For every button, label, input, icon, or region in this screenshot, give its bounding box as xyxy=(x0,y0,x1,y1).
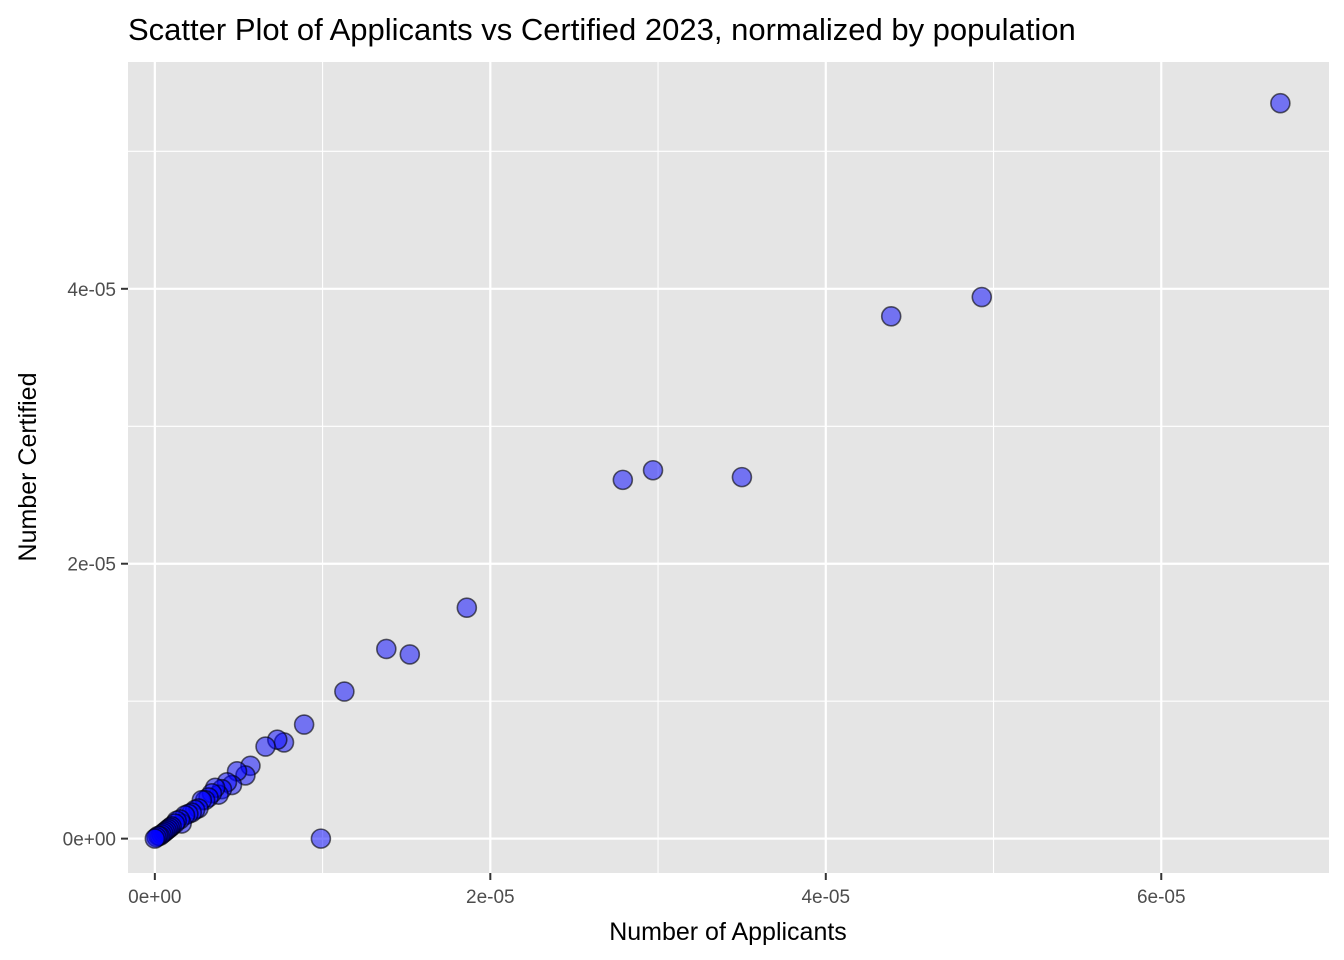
axis-ticks xyxy=(121,287,1163,880)
x-tick-label: 4e-05 xyxy=(801,887,850,908)
data-point xyxy=(731,466,753,488)
y-axis-label: Number Certified xyxy=(14,373,42,562)
data-point xyxy=(293,714,315,735)
data-point xyxy=(880,305,902,327)
x-axis-label: Number of Applicants xyxy=(609,918,847,946)
x-tick-label: 2e-05 xyxy=(466,887,515,908)
data-point xyxy=(612,469,634,491)
data-point xyxy=(1270,92,1291,114)
tick-labels: 0e+00 2e-05 4e-05 6e-05 0e+00 2e-05 4e-05 xyxy=(63,280,1186,908)
data-point xyxy=(376,638,397,660)
data-point xyxy=(144,828,166,849)
x-tick-label: 6e-05 xyxy=(1137,887,1186,908)
y-tick-label: 2e-05 xyxy=(67,555,116,576)
plot-panel xyxy=(128,62,1329,873)
chart-title: Scatter Plot of Applicants vs Certified … xyxy=(128,12,1076,47)
y-tick-label: 0e+00 xyxy=(63,830,116,851)
data-point xyxy=(642,459,664,481)
x-tick-label: 0e+00 xyxy=(128,887,181,908)
data-point xyxy=(971,286,993,308)
data-point xyxy=(255,736,276,757)
data-point xyxy=(399,644,421,665)
data-point xyxy=(310,828,332,849)
data-point xyxy=(334,681,355,702)
y-tick-label: 4e-05 xyxy=(67,280,116,301)
data-points xyxy=(144,92,1291,849)
data-point xyxy=(456,597,478,619)
